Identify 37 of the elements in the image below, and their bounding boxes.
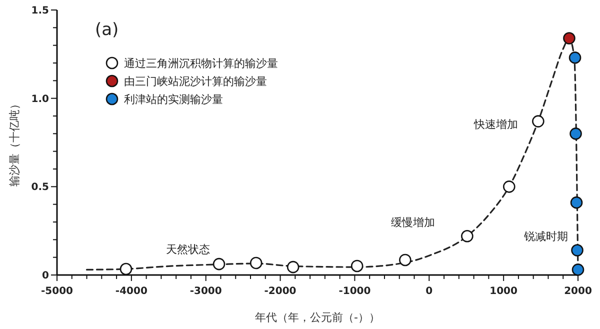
point	[212, 258, 226, 270]
point	[286, 260, 300, 274]
x-tick-label: -1000	[338, 286, 371, 297]
point	[250, 256, 262, 270]
annotation: 天然状态	[166, 243, 210, 256]
legend-label: 利津站的实测输沙量	[124, 93, 223, 106]
annotation: 锐减时期	[523, 230, 568, 243]
y-tick-label: 0	[42, 270, 50, 282]
annotation: 缓慢增加	[391, 216, 435, 229]
x-tick-label: 0	[426, 286, 433, 297]
point	[570, 128, 582, 140]
x-tick-label: -5000	[41, 286, 74, 297]
y-tick-label: 0.5	[31, 182, 50, 194]
y-axis-title: 输沙量（十亿吨）	[8, 98, 21, 186]
legend-label: 通过三角洲沉积物计算的输沙量	[124, 57, 278, 70]
x-tick-label: 1000	[490, 286, 518, 297]
point	[563, 32, 576, 44]
point	[571, 244, 584, 256]
point	[568, 52, 582, 64]
y-tick-label: 1.0	[31, 94, 50, 105]
x-tick-label: -3000	[190, 286, 222, 297]
x-tick-label: -4000	[115, 286, 148, 297]
x-tick-label: -2000	[264, 286, 296, 297]
x-axis-title: 年代（年，公元前（-））	[255, 311, 380, 324]
point	[120, 262, 132, 276]
point	[350, 260, 364, 272]
annotation: 快速增加	[473, 118, 518, 131]
point	[570, 196, 583, 209]
point	[461, 230, 474, 242]
legend-label: 由三门峡站泥沙计算的输沙量	[124, 75, 267, 88]
point	[503, 180, 516, 193]
point	[399, 254, 412, 266]
x-tick-label: 2000	[564, 286, 592, 297]
y-tick-label: 1.5	[31, 6, 50, 16]
point	[532, 115, 544, 128]
point	[572, 264, 584, 276]
annotation: (a)	[95, 20, 119, 40]
